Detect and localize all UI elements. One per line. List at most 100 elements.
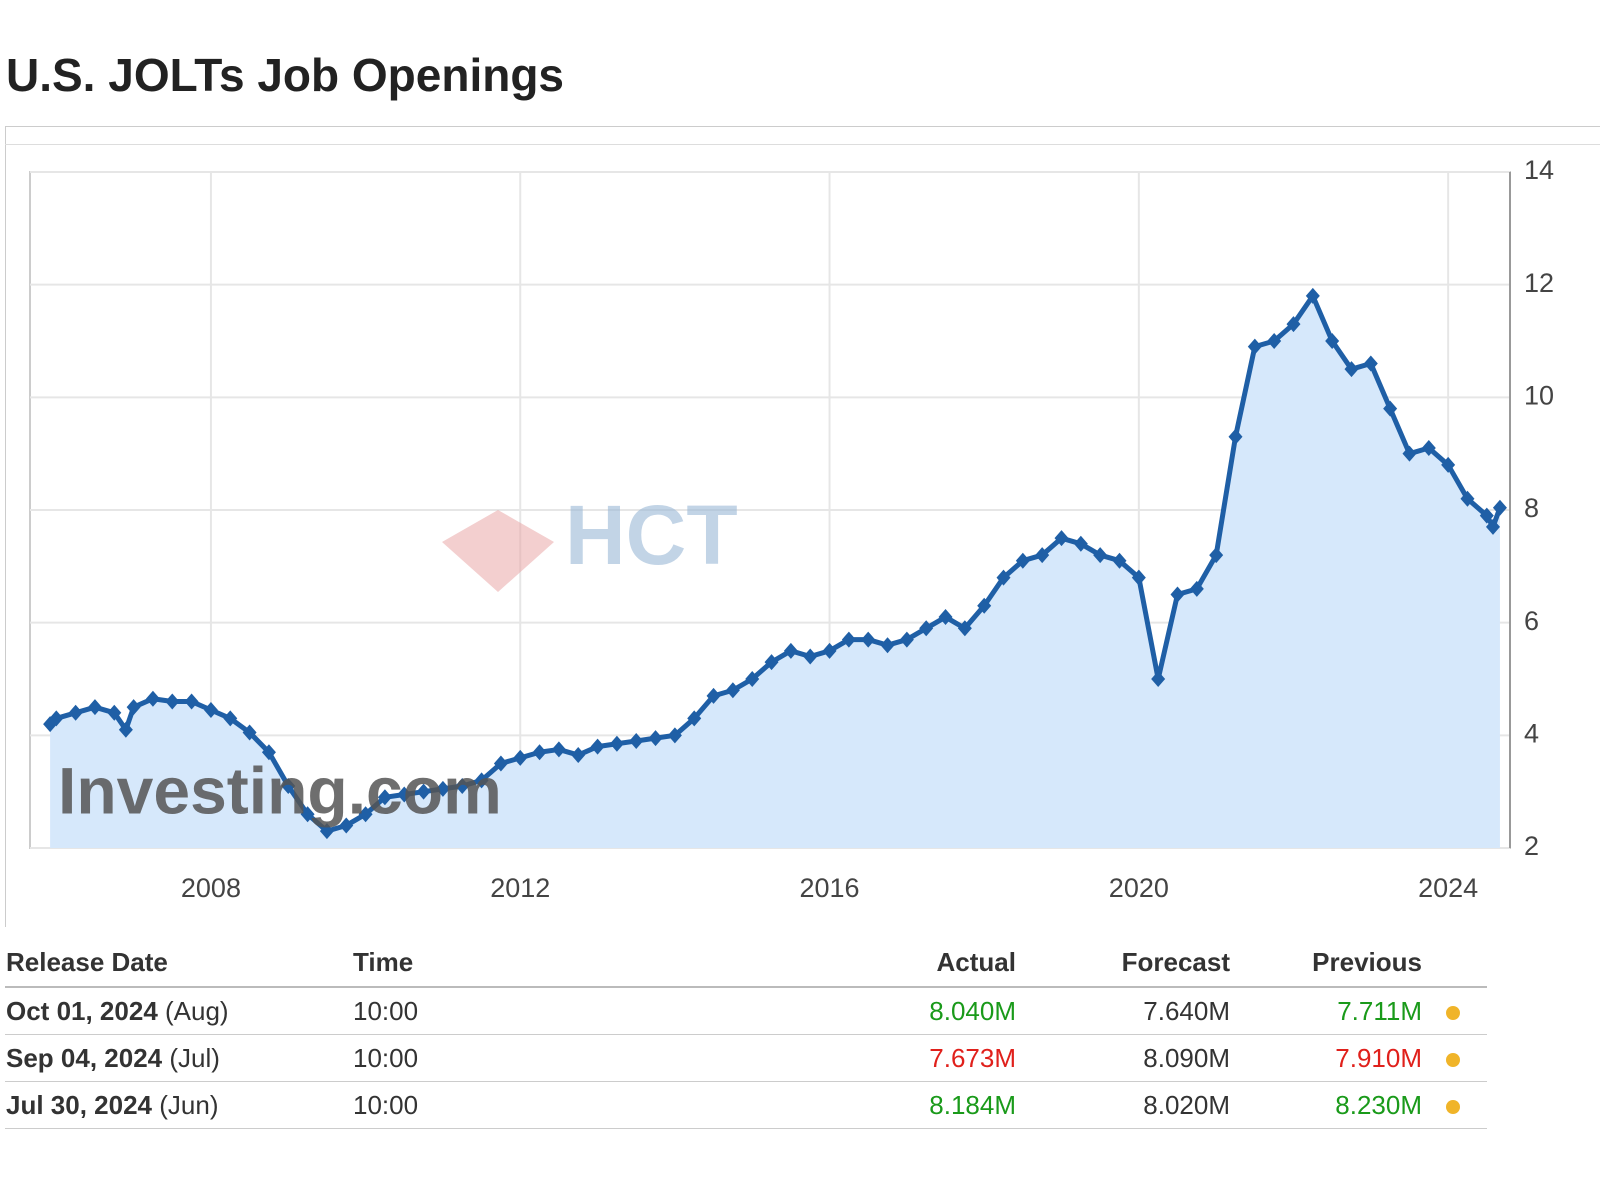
x-tick-label: 2024 xyxy=(1418,873,1478,903)
logo-shape xyxy=(442,510,554,592)
marker xyxy=(1189,580,1204,597)
page-title: U.S. JOLTs Job Openings xyxy=(6,49,565,101)
status-dot xyxy=(1446,1099,1460,1114)
marker xyxy=(977,597,992,614)
marker xyxy=(1247,338,1262,355)
status-dot xyxy=(1446,1052,1460,1067)
marker xyxy=(118,721,133,738)
previous-cell: 7.711M xyxy=(1231,987,1423,1035)
x-tick-label: 2016 xyxy=(800,873,860,903)
marker xyxy=(184,693,199,710)
marker xyxy=(919,620,934,637)
marker xyxy=(1286,316,1301,333)
table-header: Release Date Time Actual Forecast Previo… xyxy=(5,938,1487,988)
marker xyxy=(145,690,160,707)
marker xyxy=(706,687,721,704)
y-tick-label: 4 xyxy=(1524,718,1539,748)
marker xyxy=(841,631,856,648)
table-row: Jul 30, 2024 (Jun) 10:00 8.184M 8.020M 8.230… xyxy=(5,1081,1487,1129)
marker xyxy=(957,620,972,637)
release-date: Sep 04, 2024 xyxy=(6,1042,163,1073)
marker xyxy=(1131,569,1146,586)
marker xyxy=(1093,547,1108,564)
marker xyxy=(165,693,180,710)
forecast-cell: 8.020M xyxy=(1017,1081,1231,1129)
y-tick-label: 6 xyxy=(1524,606,1539,636)
y-tick-label: 12 xyxy=(1524,268,1554,298)
x-tick-label: 2020 xyxy=(1109,873,1169,903)
marker xyxy=(1209,547,1224,564)
marker xyxy=(1460,490,1475,507)
x-tick-label: 2008 xyxy=(181,873,241,903)
marker xyxy=(899,631,914,648)
marker xyxy=(687,710,702,727)
previous-cell: 8.230M xyxy=(1231,1081,1423,1129)
marker xyxy=(435,780,450,797)
release-period: (Jul) xyxy=(169,1042,220,1073)
marker xyxy=(300,806,315,823)
marker xyxy=(1421,440,1436,457)
header-cell: Release Date xyxy=(5,938,352,988)
marker xyxy=(1305,287,1320,304)
marker xyxy=(1170,586,1185,603)
marker xyxy=(745,671,760,687)
marker xyxy=(1112,552,1127,569)
marker xyxy=(938,609,953,626)
marker xyxy=(1402,445,1417,462)
actual-cell: 8.184M xyxy=(835,1081,1017,1129)
marker xyxy=(551,741,566,758)
marker xyxy=(49,710,64,727)
marker xyxy=(126,699,141,716)
marker xyxy=(377,789,392,806)
marker xyxy=(1383,400,1398,417)
marker xyxy=(590,738,605,755)
y-tick-label: 8 xyxy=(1524,493,1539,523)
marker xyxy=(223,710,238,727)
marker xyxy=(648,730,663,747)
marker xyxy=(513,749,528,766)
marker xyxy=(764,654,779,671)
marker xyxy=(87,699,102,716)
marker xyxy=(996,569,1011,586)
header-cell xyxy=(1423,938,1487,988)
marker xyxy=(1054,530,1069,547)
date-cell: Sep 04, 2024 (Jul) xyxy=(5,1034,352,1082)
marker xyxy=(822,642,837,659)
marker xyxy=(261,744,276,761)
marker xyxy=(1325,333,1340,349)
marker xyxy=(1441,456,1456,473)
chart-frame xyxy=(5,126,1600,927)
actual-cell: 8.040M xyxy=(835,987,1017,1035)
marker xyxy=(1363,355,1378,372)
table-row: Oct 01, 2024 (Aug) 10:00 8.040M 7.640M 7.711… xyxy=(5,987,1487,1035)
marker xyxy=(1267,333,1282,349)
y-tick-label: 10 xyxy=(1524,380,1554,410)
release-date: Oct 01, 2024 xyxy=(6,995,158,1026)
status-cell xyxy=(1423,987,1487,1035)
release-period: (Aug) xyxy=(165,995,229,1026)
marker xyxy=(861,631,876,648)
table-row: Sep 04, 2024 (Jul) 10:00 7.673M 8.090M 7.910… xyxy=(5,1034,1487,1082)
marker xyxy=(571,747,586,764)
release-table: Release Date Time Actual Forecast Previo… xyxy=(5,938,1487,1129)
status-dot xyxy=(1446,1005,1460,1020)
forecast-cell: 8.090M xyxy=(1017,1034,1231,1082)
header-cell: Time xyxy=(352,938,835,988)
marker xyxy=(667,727,682,744)
marker xyxy=(803,648,818,665)
marker xyxy=(397,786,412,803)
marker xyxy=(532,744,547,761)
time-cell: 10:00 xyxy=(352,1034,835,1082)
marker xyxy=(629,732,644,749)
actual-cell: 7.673M xyxy=(835,1034,1017,1082)
marker xyxy=(609,735,624,752)
marker xyxy=(1492,499,1507,516)
marker xyxy=(1228,428,1243,445)
marker xyxy=(880,637,895,654)
marker xyxy=(1015,552,1030,569)
marker xyxy=(1344,361,1359,378)
y-tick-label: 14 xyxy=(1524,155,1554,185)
release-period: (Jun) xyxy=(159,1089,219,1120)
marker xyxy=(725,682,740,699)
